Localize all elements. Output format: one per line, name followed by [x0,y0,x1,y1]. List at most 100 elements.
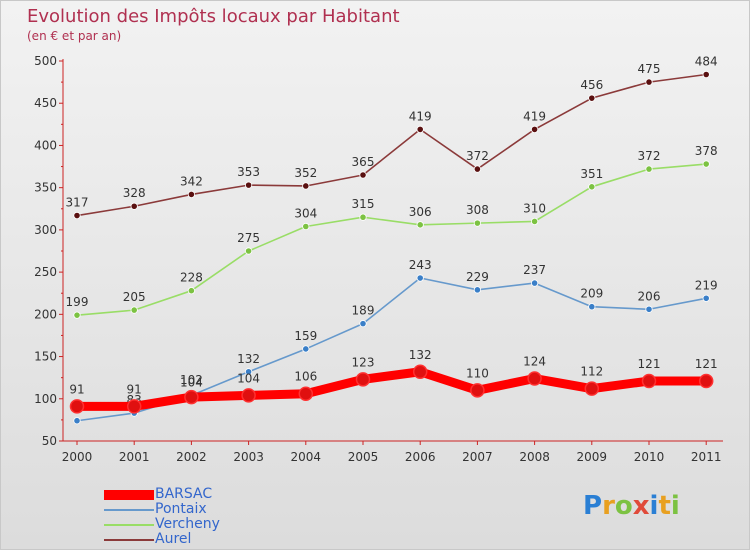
x-tick-label-2008: 2008 [519,450,550,464]
data-label-aurel-2006: 419 [409,109,432,123]
data-label-aurel-2011: 484 [695,55,718,69]
y-tick-label-150: 150 [34,350,57,364]
point-pontaix-2005 [359,320,367,328]
data-label-aurel-2004: 352 [294,166,317,180]
point-barsac-2004 [298,386,314,401]
data-label-vercheny-2000: 199 [66,295,89,309]
data-label-aurel-2007: 372 [466,149,489,163]
legend-swatch-barsac [104,489,154,500]
data-label-barsac-2002: 102 [180,373,203,387]
data-label-vercheny-2007: 308 [466,203,489,217]
series-line-aurel [76,73,708,217]
data-label-barsac-2005: 123 [352,355,375,369]
point-aurel-2003 [245,181,253,189]
point-pontaix-2000 [73,417,81,425]
point-aurel-2011 [702,70,710,79]
data-label-barsac-2008: 124 [523,355,546,369]
data-label-aurel-2002: 342 [180,174,203,188]
proxiti-logo[interactable]: Proxiti [583,491,680,521]
point-aurel-2006 [416,125,424,133]
legend-label-aurel: Aurel [155,531,192,547]
logo-letter-0: P [583,491,603,521]
data-label-pontaix-2010: 206 [638,289,661,303]
x-tick-label-2010: 2010 [634,450,665,464]
y-tick-label-400: 400 [34,138,57,152]
data-label-aurel-2000: 317 [66,196,89,210]
point-aurel-2007 [473,165,481,173]
data-label-pontaix-2006: 243 [409,258,432,272]
series-line-barsac [72,367,711,411]
point-barsac-2003 [241,388,256,403]
legend-swatch-pontaix [104,508,154,511]
point-vercheny-2010 [645,165,653,173]
data-label-aurel-2009: 456 [580,78,603,92]
point-vercheny-2007 [473,219,481,227]
x-tick-label-2003: 2003 [233,450,264,464]
y-tick-label-500: 500 [34,54,57,68]
data-label-vercheny-2011: 378 [695,144,718,158]
x-tick-label-2006: 2006 [405,450,436,464]
logo-letter-3: x [632,491,650,521]
legend-label-pontaix: Pontaix [155,501,207,517]
y-tick-label-50: 50 [42,434,57,448]
data-label-barsac-2004: 106 [294,370,317,384]
data-label-vercheny-2001: 205 [123,290,146,304]
logo-letter-2: o [614,491,633,521]
y-tick-label-450: 450 [34,96,57,110]
series-line-vercheny [76,163,708,316]
logo-letter-6: i [670,491,680,521]
y-tick-label-300: 300 [34,223,57,237]
point-aurel-2005 [359,171,367,179]
legend-swatch-vercheny [104,523,154,526]
point-pontaix-2010 [645,305,653,313]
point-vercheny-2008 [530,217,539,226]
logo-letter-4: i [649,491,659,521]
x-tick-label-2007: 2007 [462,450,493,464]
data-label-barsac-2000: 91 [69,382,84,396]
y-tick-label-100: 100 [34,392,57,406]
point-barsac-2011 [698,373,714,389]
data-label-pontaix-2002: 104 [180,375,203,389]
data-label-vercheny-2006: 306 [409,205,432,219]
point-vercheny-2011 [702,160,710,168]
point-vercheny-2006 [416,221,424,229]
point-vercheny-2000 [73,311,81,319]
point-vercheny-2009 [588,183,596,191]
data-label-vercheny-2005: 315 [352,197,375,211]
point-aurel-2009 [588,94,596,102]
data-label-barsac-2003: 104 [237,371,260,385]
point-pontaix-2006 [416,274,424,282]
y-tick-label-200: 200 [34,307,57,321]
data-label-barsac-2010: 121 [638,357,661,371]
y-tick-label-250: 250 [34,265,57,279]
x-tick-label-2011: 2011 [691,450,722,464]
legend-label-vercheny: Vercheny [155,516,220,532]
point-pontaix-2003 [245,368,253,376]
data-label-vercheny-2009: 351 [580,167,603,181]
data-label-vercheny-2010: 372 [638,149,661,163]
data-label-pontaix-2004: 159 [294,329,317,343]
data-label-aurel-2003: 353 [237,165,260,179]
point-barsac-2006 [412,364,428,380]
logo-letter-5: t [658,491,671,521]
point-aurel-2000 [73,211,81,220]
point-pontaix-2011 [702,294,710,302]
data-label-aurel-2008: 419 [523,109,546,123]
point-barsac-2002 [184,389,199,405]
x-tick-label-2009: 2009 [577,450,608,464]
point-barsac-2000 [69,399,85,414]
point-vercheny-2003 [245,247,253,255]
point-aurel-2001 [130,202,138,210]
point-barsac-2001 [126,399,142,414]
data-label-vercheny-2002: 228 [180,271,203,285]
data-label-pontaix-2007: 229 [466,270,489,284]
data-label-barsac-2001: 91 [127,382,142,396]
data-label-barsac-2007: 110 [466,366,489,380]
data-label-aurel-2005: 365 [352,155,375,169]
point-barsac-2009 [584,381,600,396]
data-label-pontaix-2003: 132 [237,352,260,366]
point-barsac-2007 [470,383,485,398]
y-tick-label-350: 350 [34,181,57,195]
data-label-vercheny-2003: 275 [237,231,260,245]
